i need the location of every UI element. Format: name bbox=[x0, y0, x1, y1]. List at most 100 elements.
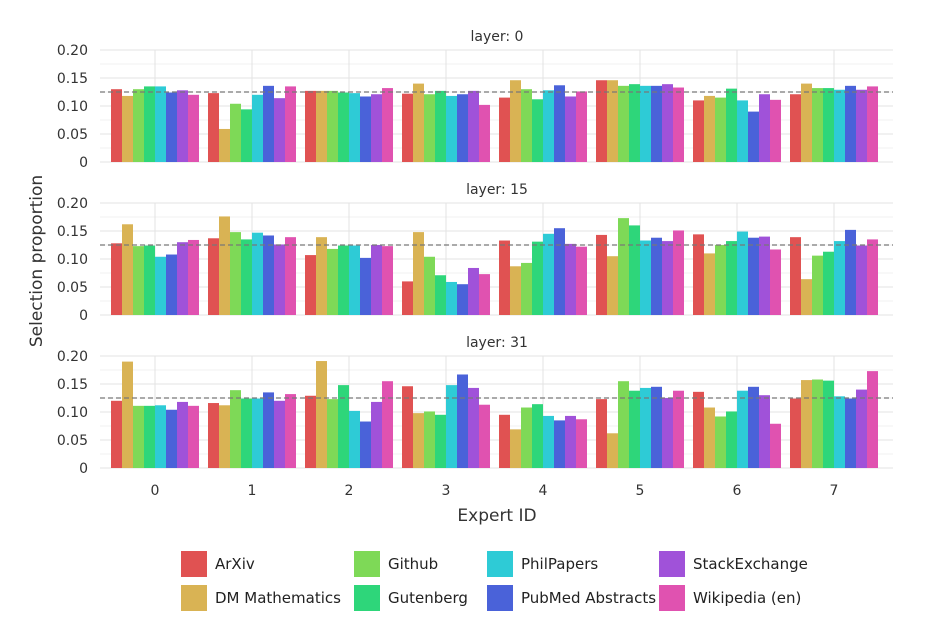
bar-dm-mathematics-expert-6 bbox=[704, 95, 715, 162]
bar-stackexchange-expert-0 bbox=[177, 242, 188, 315]
legend-item: ArXiv bbox=[181, 551, 354, 577]
bar-dm-mathematics-expert-2 bbox=[316, 237, 327, 315]
bar-wikipedia-en--expert-1 bbox=[285, 394, 296, 468]
x-tick-label: 0 bbox=[151, 483, 160, 499]
bar-arxiv-expert-0 bbox=[111, 400, 122, 468]
bar-arxiv-expert-0 bbox=[111, 243, 122, 315]
bar-stackexchange-expert-4 bbox=[565, 243, 576, 315]
bar-pubmed-abstracts-expert-2 bbox=[360, 257, 371, 315]
legend-item: Github bbox=[354, 551, 487, 577]
bar-pubmed-abstracts-expert-2 bbox=[360, 96, 371, 162]
legend-label: ArXiv bbox=[215, 555, 255, 573]
bar-dm-mathematics-expert-7 bbox=[801, 380, 812, 468]
y-tick-label: 0.05 bbox=[57, 127, 88, 143]
bar-dm-mathematics-expert-4 bbox=[510, 266, 521, 315]
y-tick-label: 0.20 bbox=[57, 196, 88, 212]
bar-philpapers-expert-6 bbox=[737, 231, 748, 315]
bar-arxiv-expert-1 bbox=[208, 238, 219, 315]
bar-github-expert-4 bbox=[521, 407, 532, 468]
bar-github-expert-1 bbox=[230, 390, 241, 468]
bar-stackexchange-expert-5 bbox=[662, 398, 673, 468]
legend-swatch bbox=[487, 551, 513, 577]
bar-stackexchange-expert-6 bbox=[759, 94, 770, 162]
y-tick-label: 0.15 bbox=[57, 224, 88, 240]
bar-stackexchange-expert-5 bbox=[662, 241, 673, 315]
bar-github-expert-5 bbox=[618, 218, 629, 315]
bar-stackexchange-expert-7 bbox=[856, 245, 867, 315]
bar-pubmed-abstracts-expert-1 bbox=[263, 392, 274, 468]
bar-arxiv-expert-6 bbox=[693, 391, 704, 468]
bar-philpapers-expert-6 bbox=[737, 390, 748, 468]
y-tick-label: 0.20 bbox=[57, 43, 88, 59]
bar-arxiv-expert-7 bbox=[790, 94, 801, 162]
bar-wikipedia-en--expert-2 bbox=[382, 246, 393, 315]
bar-stackexchange-expert-2 bbox=[371, 245, 382, 315]
bar-philpapers-expert-0 bbox=[155, 86, 166, 162]
bar-pubmed-abstracts-expert-1 bbox=[263, 85, 274, 162]
bar-arxiv-expert-2 bbox=[305, 395, 316, 468]
x-tick-label: 7 bbox=[830, 483, 839, 499]
legend-swatch bbox=[659, 585, 685, 611]
legend-label: PhilPapers bbox=[521, 555, 599, 573]
x-tick-label: 2 bbox=[345, 483, 354, 499]
bar-github-expert-6 bbox=[715, 416, 726, 468]
y-tick-label: 0 bbox=[79, 155, 88, 171]
y-tick-label: 0.15 bbox=[57, 377, 88, 393]
bar-github-expert-0 bbox=[133, 405, 144, 468]
legend-item: PubMed Abstracts bbox=[487, 585, 659, 611]
bar-dm-mathematics-expert-5 bbox=[607, 80, 618, 162]
bar-github-expert-2 bbox=[327, 248, 338, 315]
bar-wikipedia-en--expert-0 bbox=[188, 94, 199, 162]
bar-github-expert-6 bbox=[715, 245, 726, 315]
bar-stackexchange-expert-0 bbox=[177, 90, 188, 162]
y-tick-label: 0 bbox=[79, 308, 88, 324]
legend-item: DM Mathematics bbox=[181, 585, 354, 611]
bar-pubmed-abstracts-expert-6 bbox=[748, 237, 759, 315]
bar-philpapers-expert-4 bbox=[543, 233, 554, 315]
bar-arxiv-expert-7 bbox=[790, 237, 801, 315]
bar-wikipedia-en--expert-6 bbox=[770, 423, 781, 468]
bar-pubmed-abstracts-expert-4 bbox=[554, 420, 565, 468]
bar-stackexchange-expert-3 bbox=[468, 90, 479, 162]
bar-philpapers-expert-7 bbox=[834, 396, 845, 468]
bar-pubmed-abstracts-expert-1 bbox=[263, 235, 274, 315]
bar-wikipedia-en--expert-7 bbox=[867, 86, 878, 162]
bar-gutenberg-expert-3 bbox=[435, 414, 446, 468]
bar-gutenberg-expert-1 bbox=[241, 239, 252, 315]
bar-arxiv-expert-4 bbox=[499, 414, 510, 468]
bar-wikipedia-en--expert-0 bbox=[188, 405, 199, 468]
bar-pubmed-abstracts-expert-7 bbox=[845, 229, 856, 315]
bar-wikipedia-en--expert-3 bbox=[479, 404, 490, 468]
bar-arxiv-expert-5 bbox=[596, 399, 607, 468]
bar-wikipedia-en--expert-4 bbox=[576, 419, 587, 468]
bar-wikipedia-en--expert-5 bbox=[673, 87, 684, 162]
legend-item: Gutenberg bbox=[354, 585, 487, 611]
legend-swatch bbox=[354, 551, 380, 577]
legend-item: Wikipedia (en) bbox=[659, 585, 819, 611]
bar-philpapers-expert-5 bbox=[640, 85, 651, 162]
bar-pubmed-abstracts-expert-4 bbox=[554, 228, 565, 315]
bar-github-expert-3 bbox=[424, 411, 435, 468]
bar-gutenberg-expert-7 bbox=[823, 380, 834, 468]
y-tick-label: 0.15 bbox=[57, 71, 88, 87]
bar-wikipedia-en--expert-2 bbox=[382, 88, 393, 162]
bar-philpapers-expert-2 bbox=[349, 245, 360, 315]
bar-wikipedia-en--expert-0 bbox=[188, 239, 199, 315]
bar-dm-mathematics-expert-7 bbox=[801, 83, 812, 162]
bar-stackexchange-expert-2 bbox=[371, 401, 382, 468]
bar-philpapers-expert-5 bbox=[640, 387, 651, 468]
legend-swatch bbox=[181, 585, 207, 611]
bar-dm-mathematics-expert-4 bbox=[510, 429, 521, 468]
bar-dm-mathematics-expert-1 bbox=[219, 405, 230, 468]
bar-github-expert-5 bbox=[618, 85, 629, 162]
bar-github-expert-0 bbox=[133, 246, 144, 315]
bar-philpapers-expert-3 bbox=[446, 281, 457, 315]
bar-philpapers-expert-1 bbox=[252, 232, 263, 315]
bar-pubmed-abstracts-expert-3 bbox=[457, 94, 468, 162]
x-tick-label: 5 bbox=[636, 483, 645, 499]
legend-item: StackExchange bbox=[659, 551, 819, 577]
bar-philpapers-expert-2 bbox=[349, 410, 360, 468]
bar-arxiv-expert-6 bbox=[693, 234, 704, 315]
bar-github-expert-4 bbox=[521, 89, 532, 162]
